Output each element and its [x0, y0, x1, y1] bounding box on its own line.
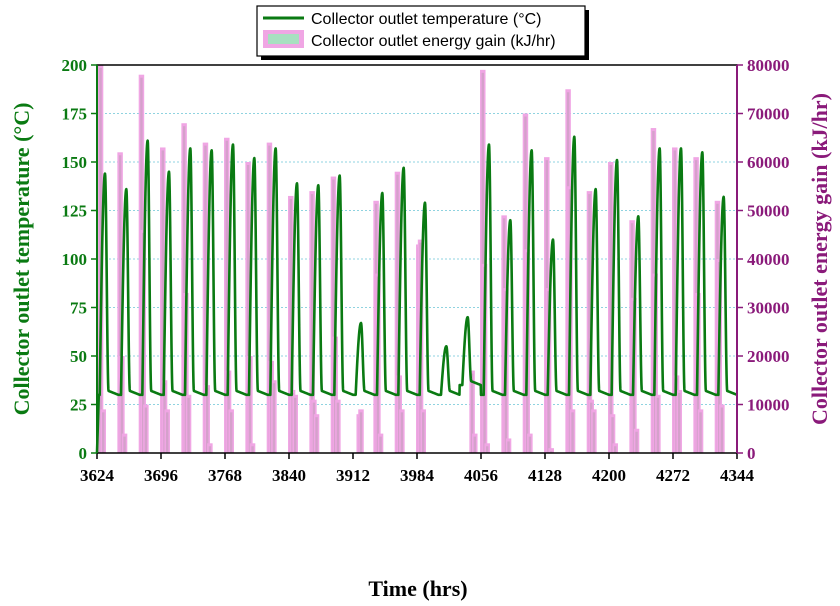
y-left-tick-label: 50 [70, 347, 87, 366]
y-left-axis-title: Collector outlet temperature (°C) [9, 103, 34, 416]
energy-bar-core [161, 150, 164, 453]
energy-bar-core [379, 436, 382, 453]
energy-bar-core [473, 436, 476, 453]
x-tick-label: 3768 [208, 466, 242, 485]
energy-bar-core [187, 397, 190, 453]
legend-swatch-energy-inner [268, 34, 299, 44]
x-axis-title: Time (hrs) [368, 576, 467, 601]
energy-bar-core [251, 446, 254, 453]
energy-bar-core [571, 412, 574, 453]
y-left-tick-label: 175 [62, 105, 88, 124]
energy-bar-core [528, 436, 532, 453]
energy-bar-core [635, 431, 638, 453]
energy-bar-core [230, 412, 233, 453]
x-tick-label: 4344 [720, 466, 755, 485]
y-left-tick-label: 25 [70, 396, 87, 415]
energy-bar-core [656, 397, 660, 453]
energy-bar-core [592, 412, 596, 453]
x-tick-label: 3696 [144, 466, 178, 485]
energy-bar-core [470, 373, 474, 453]
x-tick-label: 4056 [464, 466, 498, 485]
legend-label-energy: Collector outlet energy gain (kJ/hr) [311, 33, 556, 50]
y-left-tick-label: 0 [79, 444, 88, 463]
energy-bar-core [248, 359, 252, 453]
y-right-tick-label: 80000 [747, 56, 790, 75]
energy-bar-core [507, 441, 510, 453]
energy-bar-core [720, 407, 724, 453]
y-right-tick-label: 30000 [747, 299, 790, 318]
energy-bar-core [144, 407, 148, 453]
x-tick-label: 4128 [528, 466, 562, 485]
energy-bar-core [673, 150, 676, 453]
energy-bar-core [611, 417, 614, 453]
energy-bar-core [550, 451, 553, 453]
energy-bar-core [481, 72, 484, 453]
energy-bar-core [609, 165, 612, 453]
energy-bar-core [332, 179, 335, 454]
energy-bar-core [206, 388, 209, 453]
energy-bar-core [678, 392, 681, 453]
x-tick-label: 3984 [400, 466, 435, 485]
energy-bar-core [102, 412, 105, 453]
energy-bar-core [486, 446, 489, 453]
energy-bar-core [289, 198, 292, 453]
legend-box [256, 5, 586, 57]
energy-bar-core [204, 145, 207, 453]
energy-bar-core [118, 155, 122, 454]
y-left-tick-label: 100 [62, 250, 88, 269]
y-left-tick-label: 125 [62, 202, 88, 221]
energy-bar [548, 448, 554, 453]
y-right-tick-label: 0 [747, 444, 756, 463]
energy-bar-core [396, 174, 399, 453]
energy-bar-core [120, 359, 124, 453]
x-tick-label: 3912 [336, 466, 370, 485]
energy-bar-core [182, 126, 186, 453]
x-tick-label: 3624 [80, 466, 115, 485]
y-left-tick-label: 150 [62, 153, 88, 172]
energy-bar-core [334, 339, 337, 453]
y-right-tick-label: 60000 [747, 153, 790, 172]
energy-bar-core [699, 412, 702, 453]
y-right-tick-label: 10000 [747, 396, 790, 415]
x-tick-label: 4200 [592, 466, 626, 485]
energy-bar-core [315, 417, 318, 453]
energy-bar-core [422, 412, 425, 453]
energy-bar-core [208, 446, 212, 453]
temperature-line-layer [95, 135, 739, 454]
energy-bar-core [294, 397, 297, 453]
energy-bar-core [246, 165, 250, 453]
energy-bar-core [166, 412, 169, 453]
axis-ticks: 3624 3696 3768 3840 3912 3984 4056 4128 4200 4272… [62, 56, 790, 485]
y-right-tick-label: 40000 [747, 250, 790, 269]
energy-bar-core [614, 446, 617, 453]
legend-label-temperature: Collector outlet temperature (°C) [311, 11, 541, 28]
y-right-axis-title: Collector outlet energy gain (kJ/hr) [807, 93, 832, 425]
energy-bar-core [225, 140, 228, 453]
y-right-tick-label: 20000 [747, 347, 790, 366]
energy-bar-core [336, 402, 340, 453]
x-tick-label: 3840 [272, 466, 306, 485]
energy-bar-core [272, 383, 276, 453]
y-right-tick-label: 70000 [747, 105, 790, 124]
legend: Collector outlet temperature (°C) Collec… [256, 5, 589, 60]
y-left-tick-label: 75 [70, 299, 87, 318]
energy-bar-core [359, 412, 363, 453]
temperature-line [95, 135, 739, 454]
y-right-tick-label: 50000 [747, 202, 790, 221]
y-left-tick-label: 200 [62, 56, 88, 75]
energy-bar-core [310, 194, 314, 453]
x-tick-label: 4272 [656, 466, 690, 485]
energy-bar-core [400, 412, 404, 453]
energy-bar-core [588, 194, 591, 453]
energy-bar-core [99, 68, 102, 453]
energy-bar-core [268, 145, 271, 453]
energy-bar-core [123, 436, 126, 453]
